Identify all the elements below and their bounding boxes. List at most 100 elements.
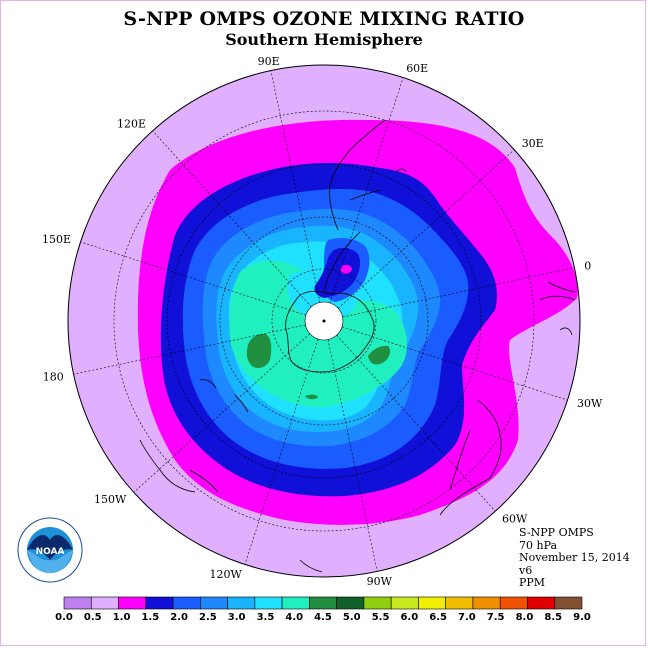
colorbar-tick-label: 7.0 xyxy=(458,612,476,623)
graticule xyxy=(73,70,575,572)
colorbar-box xyxy=(390,596,419,610)
colorbar-tick-label: 5.5 xyxy=(372,612,390,623)
meridian-line xyxy=(270,70,321,303)
australia-coastline xyxy=(439,399,502,516)
tasmania-coastline xyxy=(299,559,323,573)
level-4-5-patch-west xyxy=(246,333,272,368)
colorbar-box xyxy=(172,596,201,610)
colorbar-tick-label: 7.5 xyxy=(487,612,505,623)
longitude-label: 60E xyxy=(406,62,428,75)
colorbar-tick-label: 3.5 xyxy=(257,612,275,623)
longitude-label: 90E xyxy=(258,55,280,68)
meridian-line xyxy=(342,267,575,318)
noaa-logo-text: NOAA xyxy=(36,547,65,557)
longitude-label: 60W xyxy=(502,513,528,526)
longitude-label: 120W xyxy=(209,568,242,581)
ozone-field xyxy=(68,65,580,577)
colorbar-box xyxy=(418,596,446,610)
colorbar-box xyxy=(281,596,310,610)
colorbar-tick-label: 2.0 xyxy=(170,612,188,623)
meridian-line xyxy=(329,77,404,304)
colorbar-box xyxy=(499,596,528,610)
map-boundary xyxy=(67,64,581,578)
map-subtitle: Southern Hemisphere xyxy=(225,30,423,49)
colorbar-tick-label: 4.5 xyxy=(314,612,332,623)
colorbar-box xyxy=(472,596,501,610)
latitude-circle-30s xyxy=(113,110,535,532)
colorbar-tick-label: 2.5 xyxy=(199,612,217,623)
colorbar-tick-label: 9.0 xyxy=(573,612,591,623)
antarctic-peninsula-coastline xyxy=(323,231,361,293)
colorbar-box xyxy=(227,596,256,610)
colorbar-boxes xyxy=(63,596,583,610)
meridian-line xyxy=(244,338,319,565)
level-4-5-patch-east xyxy=(368,345,391,365)
antarctica-coastline xyxy=(285,290,375,373)
level-1-0-core-spot xyxy=(340,265,352,274)
madagascar-coastline xyxy=(559,327,573,336)
longitude-label: 120E xyxy=(117,117,146,130)
colorbar-tick-label: 8.5 xyxy=(544,612,562,623)
colorbar-box xyxy=(527,596,556,610)
meridian-line xyxy=(133,333,311,493)
drake-passage-islands-coastline xyxy=(395,168,407,173)
map-info-block: S-NPP OMPS 70 hPa November 15, 2014 v6 P… xyxy=(519,526,630,590)
colorbar-box xyxy=(445,596,474,610)
south-america-coastline xyxy=(329,119,386,231)
africa-coastline xyxy=(539,281,576,301)
instrument-label: S-NPP OMPS xyxy=(519,526,594,539)
latitude-circle-45s xyxy=(166,163,482,479)
colorbar-tick-label: 6.5 xyxy=(429,612,447,623)
longitude-label: 90W xyxy=(367,575,393,588)
meridian-line xyxy=(341,326,568,401)
colorbar-tick-label: 1.0 xyxy=(113,612,131,623)
meridian-line xyxy=(337,149,515,309)
longitude-label: 30E xyxy=(522,137,544,150)
colorbar-box xyxy=(254,596,283,610)
colorbar-tick-label: 8.0 xyxy=(516,612,534,623)
units-label: PPM xyxy=(519,576,546,589)
longitude-label: 150W xyxy=(94,493,127,506)
colorbar-box xyxy=(336,596,365,610)
colorbar-labels: 0.0 0.5 1.0 1.5 2.0 2.5 3.0 3.5 4.0 4.5 5.0 5.5 6.0 6… xyxy=(55,612,591,623)
longitude-label: 180 xyxy=(43,370,64,383)
colorbar-tick-label: 1.5 xyxy=(141,612,159,623)
longitude-label: 30W xyxy=(577,397,603,410)
colorbar-tick-label: 0.0 xyxy=(55,612,73,623)
colorbar-box xyxy=(554,596,583,610)
meridian-line xyxy=(327,339,378,572)
colorbar-box xyxy=(309,596,337,610)
colorbar-box xyxy=(118,596,147,610)
coastlines xyxy=(139,119,576,573)
south-pole-marker xyxy=(322,319,326,323)
meridian-lines xyxy=(73,70,575,572)
colorbar-box xyxy=(90,596,119,610)
meridian-line xyxy=(152,130,312,308)
longitude-label: 0 xyxy=(584,260,591,273)
level-4-5-patch-south xyxy=(305,394,318,400)
longitude-labels: 0 30E 60E 90E 120E 150E 180 150W 120W 90W 60W 30W xyxy=(42,55,603,588)
colorbar-tick-label: 5.0 xyxy=(343,612,361,623)
meridian-line xyxy=(336,334,496,512)
latitude-circle-60s xyxy=(219,216,429,426)
meridian-line xyxy=(73,324,306,375)
version-label: v6 xyxy=(519,563,533,577)
colorbar-box xyxy=(363,596,392,610)
noaa-logo: NOAA xyxy=(17,517,83,583)
date-label: November 15, 2014 xyxy=(519,551,630,564)
colorbar-box xyxy=(200,596,228,610)
colorbar-tick-label: 6.0 xyxy=(400,612,418,623)
colorbar-box xyxy=(145,596,174,610)
south-pacific-islands-coastline xyxy=(199,379,249,413)
map-title: S-NPP OMPS OZONE MIXING RATIO xyxy=(123,8,525,30)
longitude-label: 150E xyxy=(42,233,71,246)
colorbar-tick-label: 3.0 xyxy=(228,612,246,623)
colorbar-tick-label: 4.0 xyxy=(285,612,303,623)
latitude-circle-75s xyxy=(271,268,377,374)
colorbar-box xyxy=(63,596,92,610)
pressure-level-label: 70 hPa xyxy=(519,538,558,552)
new-zealand-coastline xyxy=(139,439,219,493)
